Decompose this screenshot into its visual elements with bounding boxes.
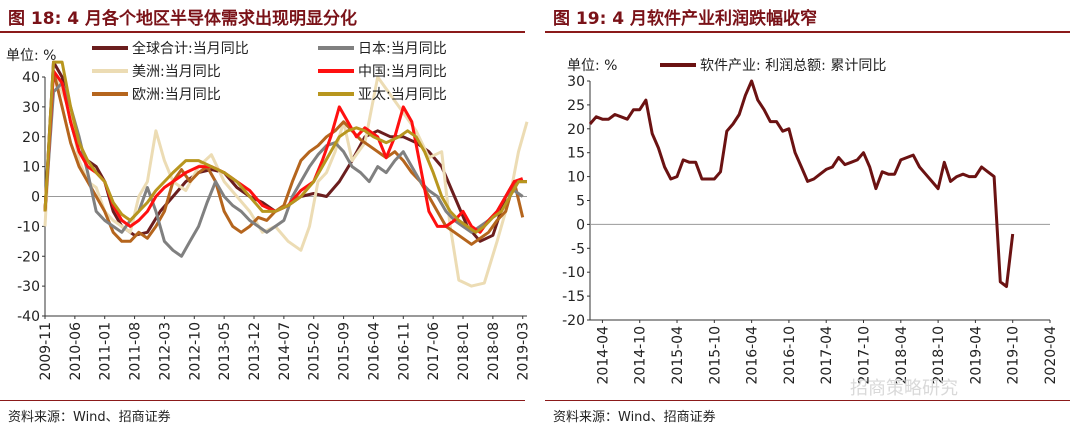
y-tick-label: -5	[571, 241, 585, 257]
series-line-4	[43, 69, 524, 234]
legend-label-5: 亚太:当月同比	[358, 87, 447, 103]
x-tick-label: 2019-10	[1006, 326, 1022, 385]
y-tick-label: -20	[17, 249, 40, 265]
x-tick-label: 2019-03	[516, 322, 532, 381]
left-title-rule	[0, 31, 525, 33]
y-tick-label: 25	[567, 98, 585, 114]
legend-label-1: 美洲:当月同比	[132, 64, 221, 80]
y-tick-label: 30	[22, 100, 40, 116]
left-source: 资料来源：Wind、招商证券	[8, 410, 171, 425]
x-tick-label: 2016-04	[745, 326, 761, 385]
y-tick-label: 0	[31, 190, 40, 206]
y-tick-label: 15	[567, 146, 585, 162]
series-line-0	[588, 79, 1015, 288]
right-source: 资料来源：Wind、招商证券	[553, 410, 716, 425]
x-tick-label: 2017-04	[819, 326, 835, 385]
y-tick-label: 10	[22, 160, 40, 176]
x-tick-label: 2015-04	[670, 326, 686, 385]
left-bottom-rule	[0, 400, 525, 401]
y-tick-label: -15	[562, 289, 585, 305]
legend-label-0: 软件产业: 利润总额: 累计同比	[700, 58, 886, 74]
x-tick-label: 2011-01	[98, 322, 114, 381]
y-tick-label: 10	[567, 170, 585, 186]
x-tick-label: 2015-10	[707, 326, 723, 385]
right-chart: 单位: %30 25 20 15 10 5 0 -5 -10 -15 -20 2014-04 2014-…	[562, 58, 1059, 385]
y-tick-label: -10	[17, 219, 40, 235]
y-tick-label: 40	[22, 70, 40, 86]
y-tick-label: -20	[562, 313, 585, 329]
x-tick-label: 2017-06	[426, 322, 442, 381]
y-tick-label: 30	[567, 74, 585, 90]
y-tick-label: 20	[567, 122, 585, 138]
x-tick-label: 2013-12	[247, 322, 263, 381]
x-tick-label: 2018-08	[486, 322, 502, 381]
x-tick-label: 2018-01	[456, 322, 472, 381]
x-tick-label: 2014-07	[277, 322, 293, 381]
right-panel: 图 19: 4 月软件产业利润跌幅收窄 单位: % 30 25 20 15 10 5 0 -5 -…	[545, 0, 1080, 431]
x-tick-label: 2011-08	[128, 322, 144, 381]
y-tick-label: 20	[22, 130, 40, 146]
y-tick-label: -40	[17, 309, 40, 325]
x-tick-label: 2016-10	[782, 326, 798, 385]
legend-label-0: 全球合计:当月同比	[132, 40, 249, 57]
x-tick-label: 2018-10	[931, 326, 947, 385]
series-line-1	[43, 69, 529, 288]
unit-label: 单位: %	[6, 48, 56, 64]
right-figure-title: 图 19: 4 月软件产业利润跌幅收窄	[553, 9, 818, 29]
x-tick-label: 2013-05	[217, 322, 233, 381]
y-tick-label: 5	[576, 194, 585, 210]
legend-label-2: 欧洲:当月同比	[132, 87, 221, 103]
x-tick-label: 2017-10	[857, 326, 873, 385]
x-tick-label: 2014-04	[595, 326, 611, 385]
x-tick-label: 2018-04	[894, 326, 910, 385]
x-tick-label: 2015-09	[337, 322, 353, 381]
series-line-3	[43, 81, 524, 258]
y-tick-label: -10	[562, 265, 585, 281]
x-tick-label: 2016-11	[396, 322, 412, 381]
x-tick-label: 2020-04	[1043, 326, 1059, 385]
x-tick-label: 2019-04	[968, 326, 984, 385]
y-tick-label: 0	[576, 217, 585, 233]
watermark: 招商策略研究	[850, 378, 958, 399]
x-tick-label: 2016-04	[366, 322, 382, 381]
x-tick-label: 2012-10	[187, 322, 203, 381]
y-tick-label: -30	[17, 279, 40, 295]
left-figure-title: 图 18: 4 月各个地区半导体需求出现明显分化	[8, 9, 358, 29]
unit-label: 单位: %	[567, 58, 617, 74]
x-tick-label: 2012-03	[157, 322, 173, 381]
series-line-2	[43, 69, 525, 246]
x-tick-label: 2014-10	[633, 326, 649, 385]
x-tick-label: 2009-11	[38, 322, 54, 381]
left-panel: 图 18: 4 月各个地区半导体需求出现明显分化 单位: % 40 30 20 10 0 -…	[0, 0, 535, 431]
legend-label-4: 中国:当月同比	[358, 64, 447, 80]
x-tick-label: 2015-02	[307, 322, 323, 381]
legend-label-3: 日本:当月同比	[358, 41, 447, 57]
right-title-rule	[545, 31, 1070, 33]
right-bottom-rule	[545, 400, 1070, 401]
x-tick-label: 2010-06	[68, 322, 84, 381]
series-line-5	[43, 60, 527, 234]
